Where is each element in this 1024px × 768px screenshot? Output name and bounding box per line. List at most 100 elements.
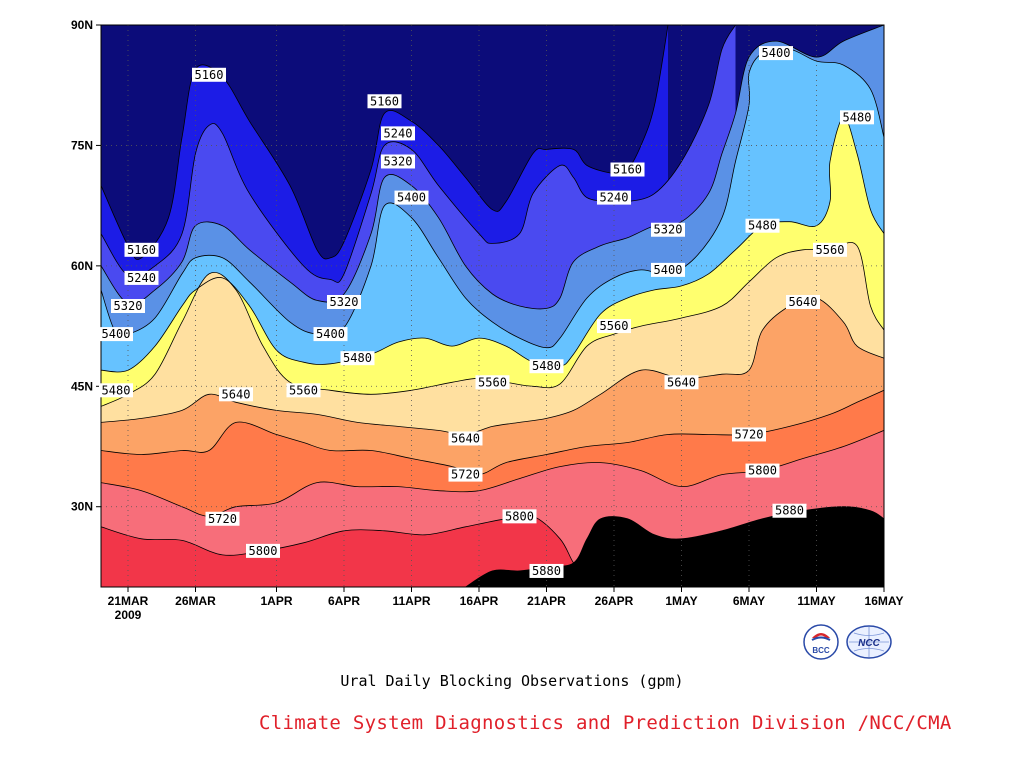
contour-label: 5240 (381, 126, 415, 141)
contour-line-5320 (101, 25, 884, 310)
contour-label-bg (327, 294, 361, 309)
contour-label-bg (745, 218, 780, 233)
contour-label-bg (664, 375, 699, 390)
x-tick-label: 26APR (595, 594, 634, 608)
contour-label: 5320 (651, 222, 685, 237)
contour-label-text: 5160 (195, 68, 224, 82)
contour-label-text: 5160 (613, 163, 642, 177)
x-tick-label: 16MAY (865, 594, 904, 608)
x-tick-label: 1APR (260, 594, 292, 608)
contour-label-text: 5640 (222, 387, 251, 401)
contour-label-text: 5480 (532, 359, 561, 373)
contour-label-text: 5320 (384, 154, 413, 168)
x-tick-label: 11APR (392, 594, 430, 608)
contour-label-bg (448, 467, 483, 482)
contour-label-text: 5160 (370, 94, 399, 108)
contour-label: 5640 (219, 387, 253, 402)
contour-label-bg (286, 383, 321, 398)
x-tick-label: 16APR (460, 594, 499, 608)
y-tick-label: 90N (71, 18, 93, 32)
contour-label-bg (367, 94, 402, 109)
contour-label-text: 5720 (208, 512, 237, 526)
contour-label-bg (529, 563, 564, 578)
contour-label-bg (813, 242, 847, 257)
contour-label: 5160 (610, 162, 645, 177)
y-tick-label: 30N (71, 500, 93, 514)
contour-label-text: 5320 (114, 299, 143, 313)
contour-label: 5320 (381, 154, 415, 169)
contour-label-text: 5400 (397, 191, 426, 205)
bcc-logo: BCC (803, 624, 839, 660)
contour-label-bg (502, 509, 537, 524)
contour-label-bg (99, 327, 133, 342)
svg-text:BCC: BCC (812, 646, 830, 655)
contour-line-5160 (101, 25, 669, 260)
contour-label: 5480 (99, 383, 133, 398)
x-tick-year: 2009 (115, 608, 142, 622)
contour-label-bg (219, 387, 253, 402)
x-tick-label: 1MAY (665, 594, 697, 608)
contour-label-bg (610, 162, 645, 177)
contour-label: 5800 (246, 543, 280, 558)
contour-label: 5160 (192, 67, 226, 82)
y-tick-label: 60N (71, 259, 93, 273)
contour-label: 5720 (732, 427, 766, 442)
contour-label: 5880 (772, 503, 807, 518)
contour-label-bg (475, 375, 510, 390)
y-tick-label: 45N (71, 379, 93, 393)
contour-label-bg (448, 431, 483, 446)
contour-label: 5560 (597, 319, 631, 334)
contour-label-bg (111, 299, 145, 313)
ncc-logo: NCC (846, 625, 892, 659)
contour-label-text: 5560 (289, 383, 318, 397)
contour-label-text: 5160 (127, 243, 156, 257)
contour-label-bg (732, 427, 766, 442)
contour-label: 5400 (394, 190, 429, 205)
contour-label: 5400 (651, 262, 685, 277)
contour-label-text: 5480 (843, 110, 872, 124)
contour-label: 5320 (327, 294, 361, 309)
chart-caption: Ural Daily Blocking Observations (gpm) (340, 672, 684, 690)
contour-label-bg (597, 319, 631, 334)
contour-label-bg (745, 463, 780, 478)
contour-label-text: 5640 (451, 431, 480, 445)
contour-label: 5400 (99, 327, 133, 342)
contour-fills (101, 25, 884, 587)
contour-label: 5480 (745, 218, 780, 233)
contour-label-bg (246, 543, 280, 558)
contour-label-text: 5640 (789, 295, 818, 309)
plot-frame (100, 24, 885, 588)
contour-label-text: 5880 (532, 564, 561, 578)
contour-label-text: 5240 (384, 126, 413, 140)
contour-label-text: 5480 (102, 383, 131, 397)
contour-labels: 5160 5160 5160 5160 5240 5240 5240 5320 5320 5320… (99, 46, 874, 578)
contour-label: 5720 (205, 511, 240, 526)
x-tick-label: 21APR (527, 594, 566, 608)
contour-label: 5240 (124, 270, 159, 285)
contour-label: 5480 (340, 351, 375, 366)
contour-label-bg (772, 503, 807, 518)
contour-label-bg (124, 242, 159, 257)
contour-label: 5640 (448, 431, 483, 446)
y-tick-label: 75N (71, 138, 93, 152)
contour-label-text: 5400 (316, 327, 345, 341)
contour-label-bg (651, 262, 685, 277)
contour-line-5880 (101, 514, 601, 587)
x-tick-label: 6APR (328, 594, 360, 608)
contour-label-text: 5800 (748, 464, 777, 478)
contour-label: 5640 (664, 375, 699, 390)
contour-label-bg (340, 351, 375, 366)
contour-label-text: 5480 (343, 351, 372, 365)
contour-label-bg (381, 154, 415, 169)
fill-band-above-5960 (465, 506, 884, 587)
contour-label: 5560 (813, 242, 847, 257)
contour-label: 5480 (840, 110, 874, 125)
contour-label: 5400 (313, 327, 348, 342)
contour-line-5400 (101, 48, 884, 349)
contour-label-text: 5800 (505, 509, 534, 523)
contour-label-bg (124, 270, 159, 285)
contour-label: 5320 (111, 299, 145, 313)
contour-label: 5720 (448, 467, 483, 482)
contour-label-bg (840, 110, 874, 125)
